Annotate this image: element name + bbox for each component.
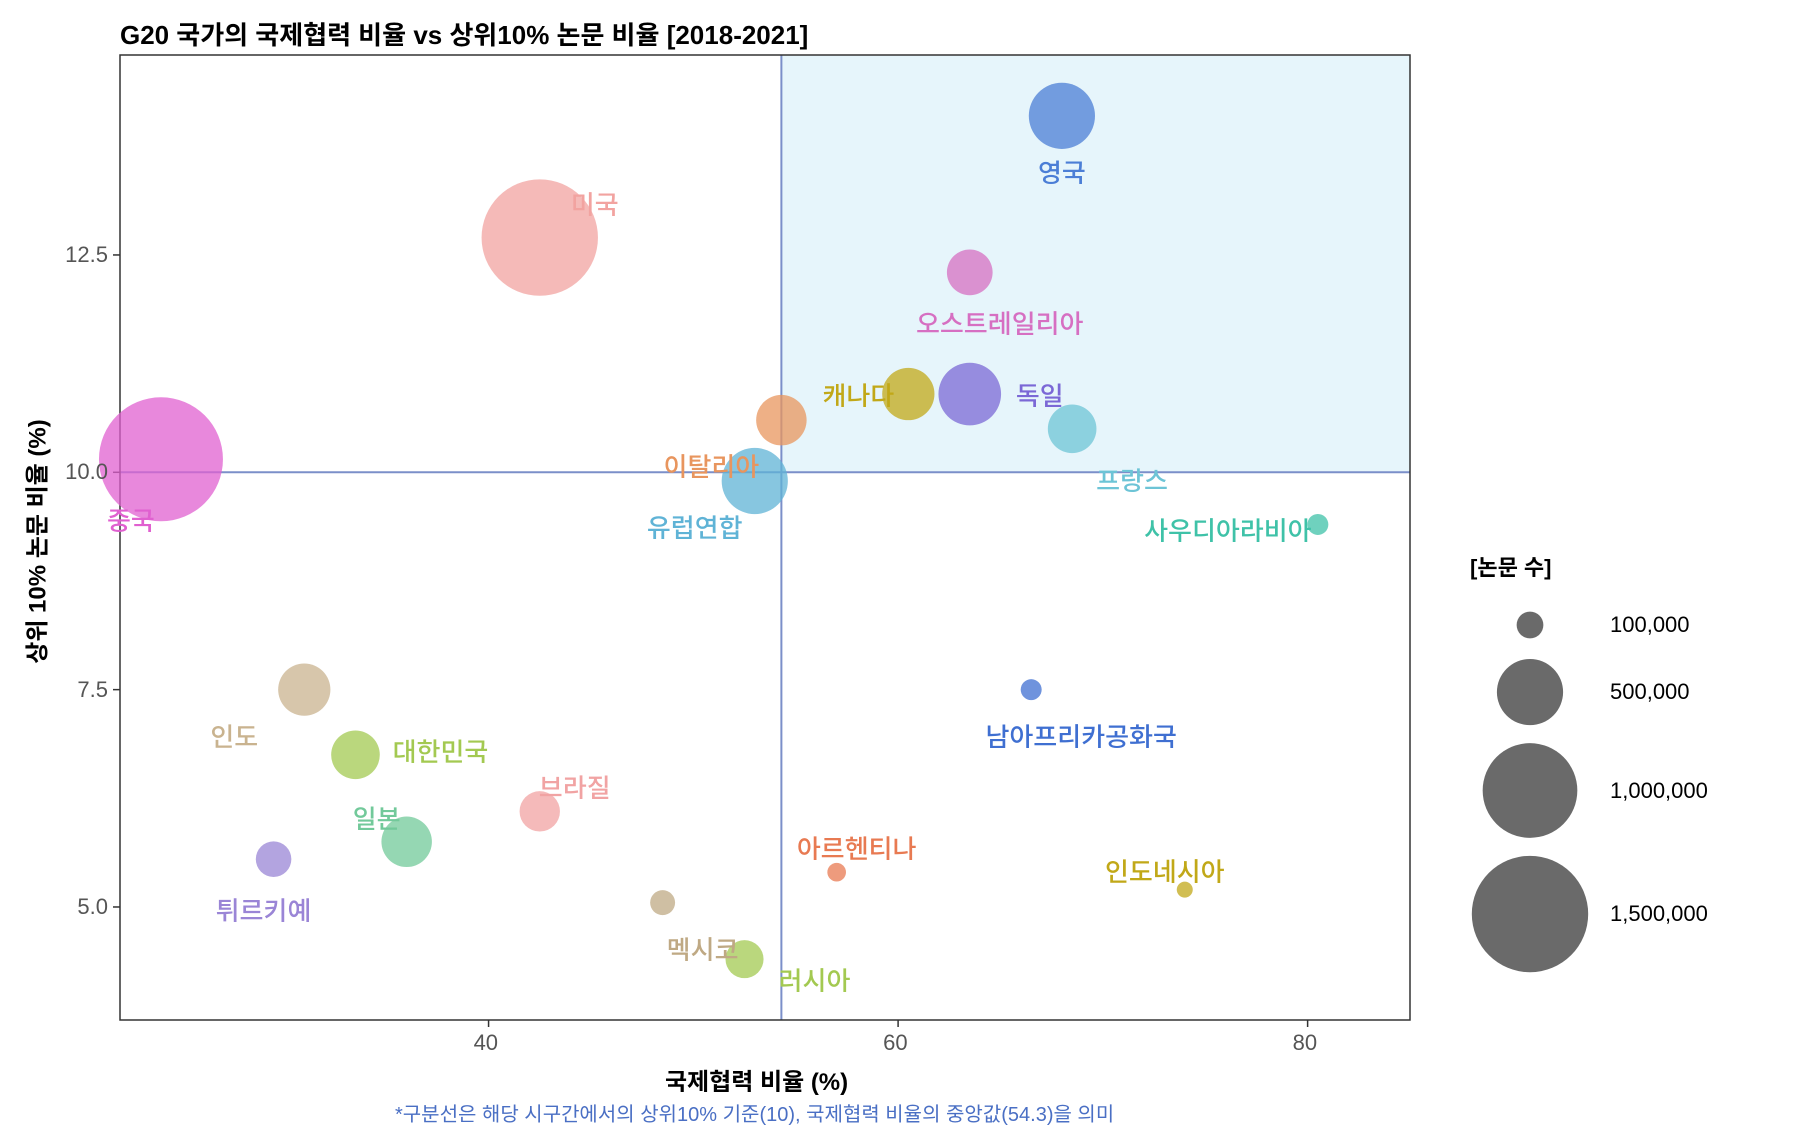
point-label: 유럽연합 bbox=[647, 508, 743, 545]
legend-label: 1,000,000 bbox=[1610, 778, 1708, 804]
point-label: 사우디아라비아 bbox=[1144, 511, 1311, 548]
legend-circle bbox=[1483, 743, 1578, 838]
legend-circle bbox=[1517, 612, 1544, 639]
bubble-point bbox=[1021, 679, 1042, 700]
y-tick-label: 12.5 bbox=[65, 242, 108, 268]
legend-label: 500,000 bbox=[1610, 679, 1690, 705]
legend-title: [논문 수] bbox=[1470, 550, 1552, 582]
legend-circle bbox=[1497, 659, 1563, 725]
bubble-point bbox=[256, 841, 292, 877]
point-label: 인도 bbox=[210, 717, 258, 754]
bubble-point bbox=[331, 731, 380, 780]
point-label: 남아프리카공화국 bbox=[986, 717, 1177, 754]
point-label: 미국 bbox=[571, 185, 619, 222]
point-label: 일본 bbox=[353, 799, 401, 836]
bubble-point bbox=[756, 395, 806, 445]
bubble-point bbox=[938, 363, 1001, 426]
x-tick-label: 60 bbox=[883, 1030, 907, 1056]
point-label: 프랑스 bbox=[1096, 461, 1168, 498]
point-label: 브라질 bbox=[539, 768, 611, 805]
y-tick-label: 5.0 bbox=[77, 894, 108, 920]
y-tick-label: 10.0 bbox=[65, 459, 108, 485]
x-axis-label: 국제협력 비율 (%) bbox=[665, 1062, 848, 1097]
chart-footnote: *구분선은 해당 시구간에서의 상위10% 기준(10), 국제협력 비율의 중… bbox=[395, 1098, 1114, 1127]
point-label: 인도네시아 bbox=[1105, 852, 1225, 889]
point-label: 영국 bbox=[1038, 153, 1086, 190]
legend-circle bbox=[1472, 856, 1588, 972]
point-label: 독일 bbox=[1016, 376, 1064, 413]
y-tick-label: 7.5 bbox=[77, 677, 108, 703]
legend-label: 1,500,000 bbox=[1610, 901, 1708, 927]
point-label: 오스트레일리아 bbox=[916, 304, 1083, 341]
point-label: 이탈리아 bbox=[664, 447, 760, 484]
legend-label: 100,000 bbox=[1610, 612, 1690, 638]
x-tick-label: 40 bbox=[474, 1030, 498, 1056]
chart-container: G20 국가의 국제협력 비율 vs 상위10% 논문 비율 [2018-202… bbox=[0, 0, 1810, 1131]
bubble-point bbox=[1029, 83, 1095, 149]
x-tick-label: 80 bbox=[1293, 1030, 1317, 1056]
point-label: 러시아 bbox=[779, 961, 851, 998]
point-label: 튀르키예 bbox=[216, 891, 312, 928]
bubble-point bbox=[650, 890, 675, 915]
bubble-point bbox=[947, 249, 993, 295]
y-axis-label: 상위 10% 논문 비율 (%) bbox=[18, 401, 53, 681]
point-label: 멕시코 bbox=[667, 930, 739, 967]
point-label: 아르헨티나 bbox=[797, 829, 917, 866]
point-label: 중국 bbox=[107, 501, 155, 538]
point-label: 캐나다 bbox=[822, 376, 894, 413]
point-label: 대한민국 bbox=[393, 732, 489, 769]
bubble-point bbox=[278, 664, 330, 716]
